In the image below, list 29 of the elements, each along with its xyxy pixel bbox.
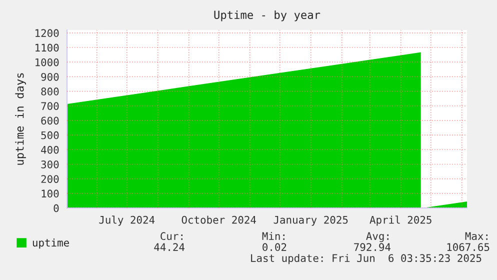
y-tick-label: 400 [41, 146, 59, 154]
text: 0.02 [262, 243, 286, 252]
y-tick-label: 500 [41, 131, 59, 140]
y-tick-label: 200 [41, 175, 59, 183]
text: Max: [465, 232, 488, 240]
legend-label: uptime [32, 238, 69, 249]
text: 44.24 [154, 243, 185, 251]
x-tick-label: July 2024 [99, 216, 155, 226]
y-tick-label: 900 [41, 72, 59, 81]
x-tick-label: January 2025 [274, 216, 348, 226]
y-tick-label: 800 [41, 88, 59, 96]
chart-title: Uptime - by year [214, 10, 320, 22]
y-tick-label: 1200 [36, 29, 59, 38]
y-tick-label: 1000 [36, 58, 59, 66]
y-tick-label: 1100 [36, 44, 59, 52]
y-tick-label: 0 [54, 204, 59, 212]
text: 1067.65 [447, 243, 490, 252]
y-tick-label: 700 [41, 102, 59, 110]
y-tick-label: 600 [41, 116, 59, 125]
text: Cur: [160, 232, 182, 240]
x-tick-label: October 2024 [182, 216, 256, 224]
text: 792.94 [354, 243, 391, 252]
text: Avg: [366, 232, 388, 242]
text: Last update: Fri Jun 6 03:35:23 2025 [251, 254, 482, 264]
y-tick-label: 300 [41, 160, 59, 168]
y-tick-label: 100 [42, 190, 59, 198]
text: Min: [262, 232, 284, 240]
y-axis-title: uptime in days [15, 73, 26, 165]
x-tick-label: April 2025 [370, 216, 432, 226]
